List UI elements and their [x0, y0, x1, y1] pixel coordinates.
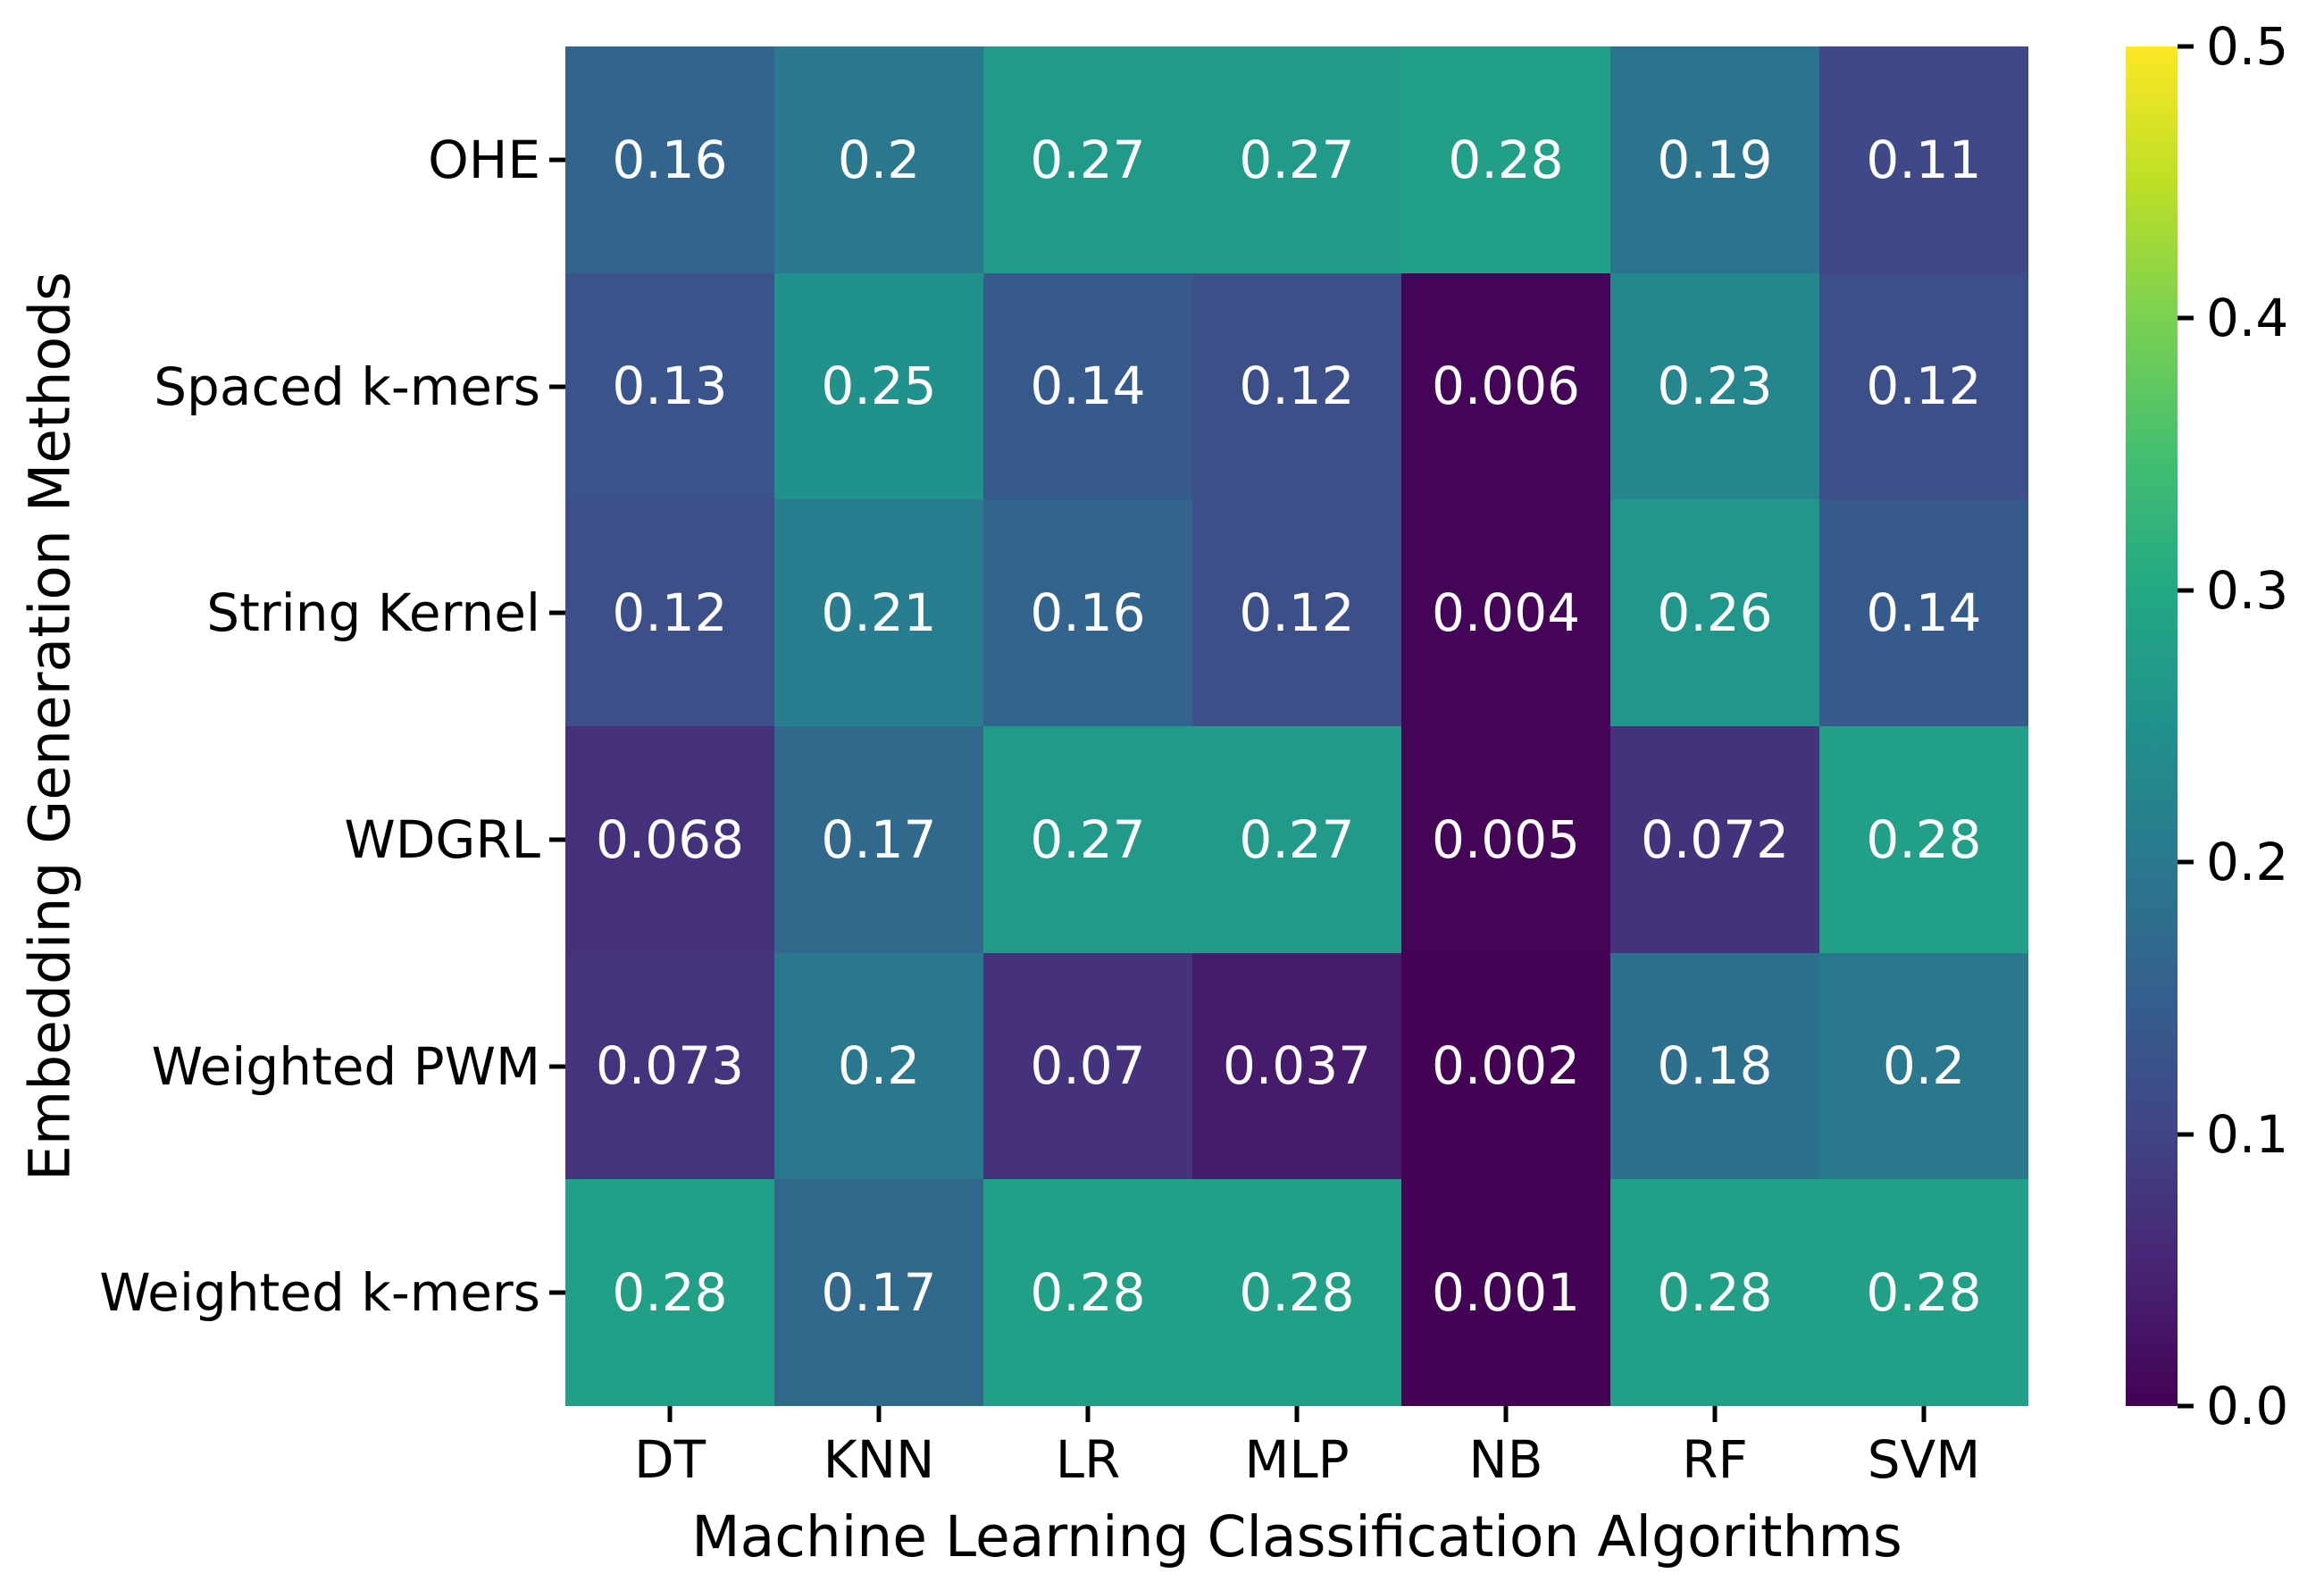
x-tick-mark: [1921, 1406, 1927, 1422]
colorbar-tick-label: 0.5: [2206, 16, 2289, 77]
heatmap-cell: 0.13: [565, 272, 774, 500]
heatmap-cell: 0.068: [565, 726, 774, 953]
colorbar-tick-label: 0.0: [2206, 1376, 2289, 1436]
y-tick-mark: [549, 384, 565, 389]
heatmap-cell: 0.27: [1192, 46, 1401, 273]
x-tick-label: DT: [633, 1429, 706, 1490]
heatmap-cell: 0.28: [1610, 1179, 1819, 1406]
heatmap-cell: 0.006: [1401, 272, 1610, 500]
colorbar-tick-mark: [2178, 588, 2194, 593]
heatmap-cell: 0.25: [774, 272, 983, 500]
heatmap-cell: 0.14: [1819, 499, 2028, 726]
y-tick-label: Spaced k-mers: [154, 356, 540, 417]
heatmap-cell: 0.12: [565, 499, 774, 726]
y-tick-mark: [549, 157, 565, 163]
y-tick-label: OHE: [428, 129, 540, 190]
heatmap-cell: 0.12: [1192, 499, 1401, 726]
heatmap-cell: 0.07: [983, 952, 1192, 1180]
x-tick-label: NB: [1468, 1429, 1543, 1490]
heatmap-cell: 0.28: [1401, 46, 1610, 273]
heatmap-cell: 0.16: [565, 46, 774, 273]
x-tick-label: LR: [1055, 1429, 1121, 1490]
colorbar-tick-label: 0.4: [2206, 288, 2289, 349]
heatmap-cell: 0.004: [1401, 499, 1610, 726]
y-tick-mark: [549, 1064, 565, 1068]
heatmap-cell: 0.28: [565, 1179, 774, 1406]
colorbar-tick-mark: [2178, 1403, 2194, 1409]
heatmap-cell: 0.27: [983, 726, 1192, 953]
heatmap-cell: 0.2: [774, 952, 983, 1180]
heatmap-cell: 0.12: [1819, 272, 2028, 500]
heatmap-cell: 0.28: [1819, 726, 2028, 953]
heatmap-cell: 0.27: [983, 46, 1192, 273]
heatmap-cell: 0.28: [983, 1179, 1192, 1406]
heatmap-cell: 0.28: [1192, 1179, 1401, 1406]
heatmap-cell: 0.001: [1401, 1179, 1610, 1406]
y-tick-label: WDGRL: [344, 808, 540, 870]
heatmap-cell: 0.28: [1819, 1179, 2028, 1406]
heatmap-plot-area: 0.16 0.2 0.27 0.27 0.28 0.19 0.11 0.13 0.25 0.14 0…: [565, 46, 2028, 1406]
colorbar-tick-mark: [2178, 1132, 2194, 1137]
heatmap-cell: 0.072: [1610, 726, 1819, 953]
heatmap-cell: 0.17: [774, 726, 983, 953]
colorbar-tick-label: 0.1: [2206, 1103, 2289, 1165]
heatmap-cell: 0.18: [1610, 952, 1819, 1180]
x-tick-mark: [1085, 1406, 1091, 1422]
x-tick-label: SVM: [1867, 1429, 1981, 1490]
colorbar: [2126, 46, 2178, 1406]
y-tick-mark: [549, 1290, 565, 1295]
heatmap-cell: 0.23: [1610, 272, 1819, 500]
colorbar-tick-label: 0.3: [2206, 559, 2289, 621]
x-tick-label: MLP: [1244, 1429, 1350, 1490]
x-tick-mark: [667, 1406, 673, 1422]
x-tick-mark: [1712, 1406, 1718, 1422]
colorbar-tick-mark: [2178, 859, 2194, 865]
heatmap-cell: 0.27: [1192, 726, 1401, 953]
heatmap-cell: 0.073: [565, 952, 774, 1180]
y-tick-mark: [549, 610, 565, 615]
heatmap-cell: 0.005: [1401, 726, 1610, 953]
y-tick-label: Weighted k-mers: [99, 1262, 540, 1324]
x-tick-mark: [1294, 1406, 1300, 1422]
heatmap-cell: 0.037: [1192, 952, 1401, 1180]
heatmap-cell: 0.17: [774, 1179, 983, 1406]
colorbar-tick-mark: [2178, 44, 2194, 49]
colorbar-tick-mark: [2178, 315, 2194, 321]
y-tick-label: Weighted PWM: [151, 1035, 540, 1097]
x-tick-label: RF: [1682, 1429, 1748, 1490]
x-tick-label: KNN: [823, 1429, 935, 1490]
heatmap-cell: 0.16: [983, 499, 1192, 726]
y-tick-mark: [549, 837, 565, 842]
heatmap-cell: 0.14: [983, 272, 1192, 500]
heatmap-cell: 0.26: [1610, 499, 1819, 726]
heatmap-cell: 0.2: [1819, 952, 2028, 1180]
colorbar-tick-label: 0.2: [2206, 832, 2289, 893]
heatmap-cell: 0.11: [1819, 46, 2028, 273]
heatmap-cell: 0.19: [1610, 46, 1819, 273]
x-tick-mark: [1503, 1406, 1509, 1422]
y-axis-title: Embedding Generation Methods: [17, 272, 83, 1181]
heatmap-cell: 0.21: [774, 499, 983, 726]
x-axis-title: Machine Learning Classification Algorith…: [691, 1504, 1902, 1569]
heatmap-cell: 0.002: [1401, 952, 1610, 1180]
heatmap-cell: 0.12: [1192, 272, 1401, 500]
y-tick-label: String Kernel: [206, 582, 540, 644]
heatmap-cell: 0.2: [774, 46, 983, 273]
x-tick-mark: [876, 1406, 882, 1422]
